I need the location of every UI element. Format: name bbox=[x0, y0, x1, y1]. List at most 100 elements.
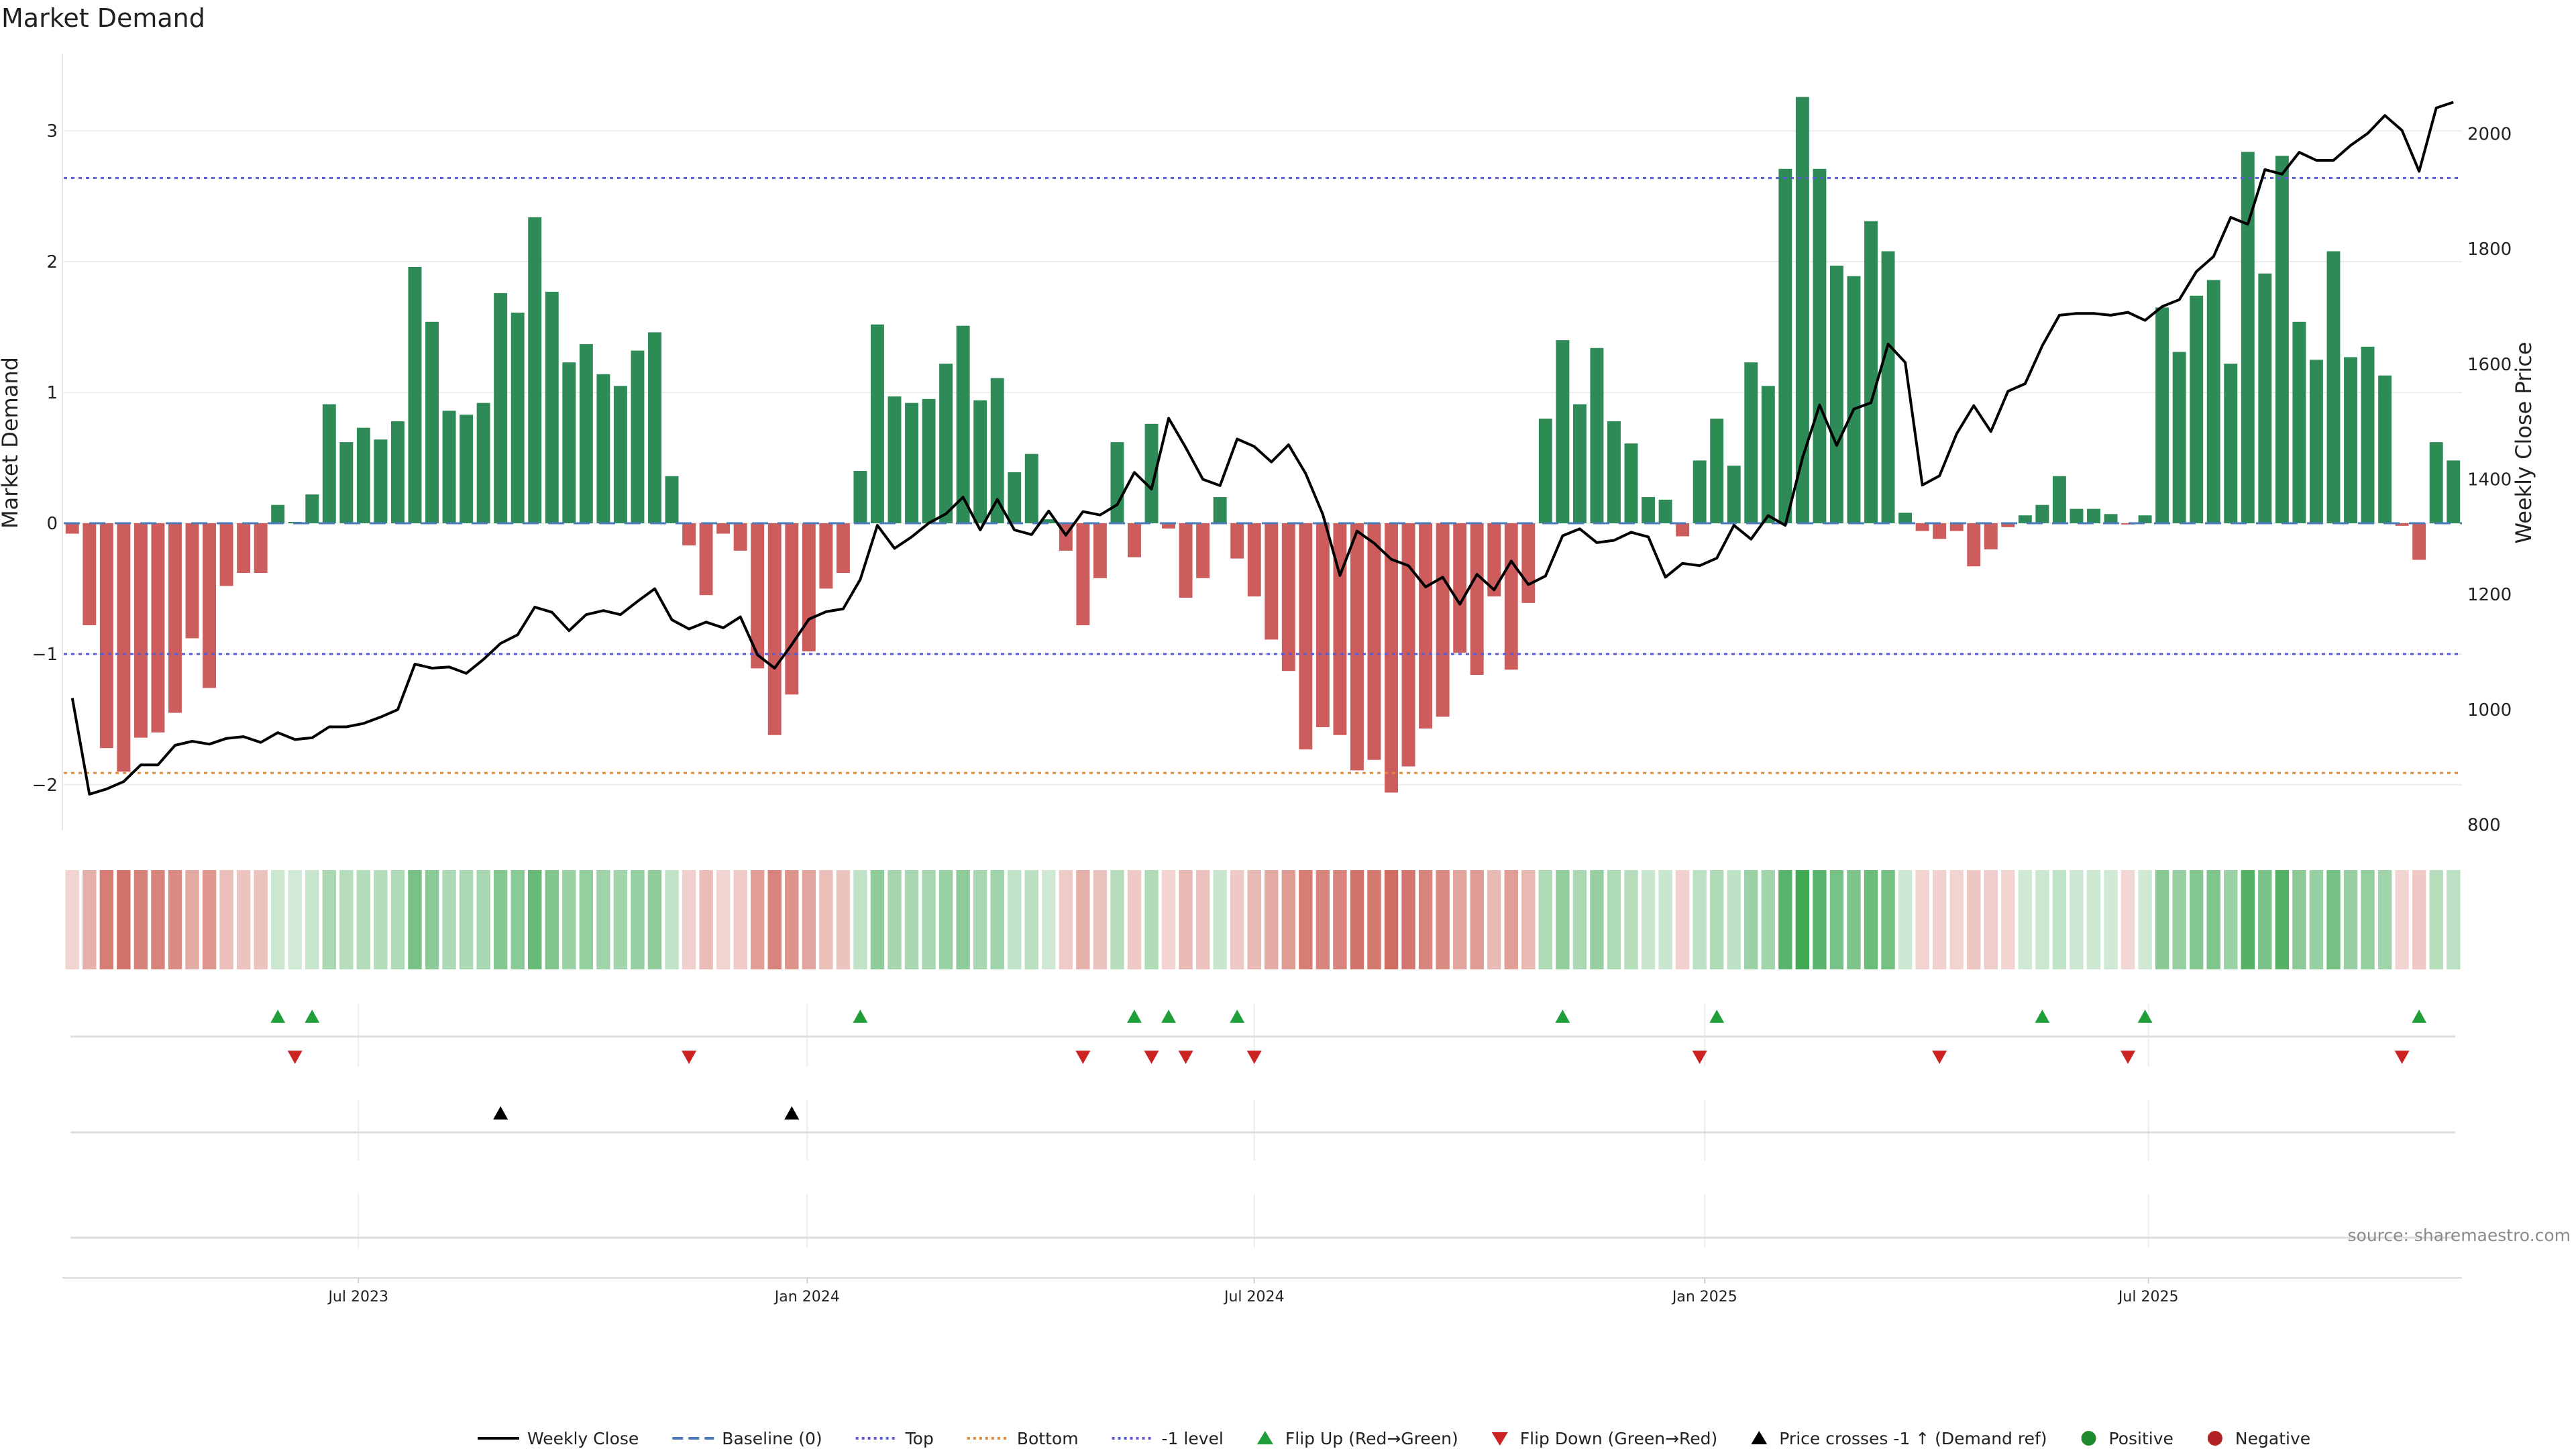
heat-cell bbox=[1967, 870, 1981, 969]
flip-down-marker bbox=[1075, 1051, 1091, 1064]
demand-bar bbox=[905, 402, 918, 523]
heat-cell bbox=[767, 870, 782, 969]
demand-bar bbox=[562, 362, 576, 523]
demand-bar bbox=[682, 523, 696, 546]
demand-bar bbox=[494, 292, 508, 523]
legend-item: Bottom bbox=[967, 1429, 1079, 1448]
heat-cell bbox=[1161, 870, 1176, 969]
demand-bar bbox=[956, 325, 970, 523]
flip-up-marker bbox=[305, 1010, 320, 1023]
heat-cell bbox=[2224, 870, 2238, 969]
demand-bar bbox=[2361, 346, 2375, 523]
date-tick-label: Jul 2025 bbox=[2117, 1289, 2179, 1305]
demand-bar bbox=[716, 523, 731, 534]
demand-bar bbox=[1949, 523, 1964, 531]
demand-bar bbox=[1008, 472, 1022, 523]
demand-bar bbox=[2292, 321, 2306, 523]
chart-title: Market Demand bbox=[1, 3, 205, 33]
demand-bar bbox=[2447, 460, 2461, 523]
demand-bar bbox=[1401, 523, 1415, 767]
y-tick-label: 0 bbox=[46, 514, 58, 534]
heat-cell bbox=[1127, 870, 1142, 969]
demand-bar bbox=[168, 523, 182, 713]
demand-bar bbox=[1521, 523, 1536, 603]
heat-cell bbox=[1556, 870, 1570, 969]
event-markers bbox=[70, 1004, 2455, 1248]
legend-item: Negative bbox=[2207, 1429, 2310, 1448]
demand-bar bbox=[1538, 419, 1552, 523]
heat-cell bbox=[836, 870, 851, 969]
heat-cell bbox=[1795, 870, 1810, 969]
demand-bar bbox=[2001, 523, 2015, 527]
demand-bar bbox=[767, 523, 782, 735]
heat-cell bbox=[1076, 870, 1090, 969]
legend-swatch bbox=[1751, 1431, 1768, 1444]
heat-cell bbox=[1367, 870, 1381, 969]
demand-bar bbox=[1110, 442, 1124, 523]
demand-bar bbox=[219, 523, 233, 586]
flip-up-marker bbox=[1161, 1010, 1177, 1023]
demand-bar bbox=[2395, 523, 2409, 526]
heat-cell bbox=[1418, 870, 1433, 969]
flip-down-marker bbox=[1932, 1051, 1947, 1064]
heat-cell bbox=[2206, 870, 2220, 969]
heat-cell bbox=[219, 870, 233, 969]
heat-cell bbox=[425, 870, 439, 969]
y2-tick-label: 1600 bbox=[2467, 355, 2512, 375]
demand-bar bbox=[1504, 523, 1518, 670]
demand-bar bbox=[2121, 523, 2135, 525]
legend: Weekly Close Baseline (0) Top Bottom -1 leve… bbox=[478, 1429, 2310, 1448]
heat-cell bbox=[1179, 870, 1193, 969]
demand-bar bbox=[2309, 360, 2323, 523]
demand-bar bbox=[2035, 504, 2049, 523]
heat-cell bbox=[1590, 870, 1604, 969]
heat-cell bbox=[2361, 870, 2375, 969]
flip-up-marker bbox=[1126, 1010, 1142, 1023]
demand-bar bbox=[1795, 97, 1809, 523]
legend-label: Flip Down (Green→Red) bbox=[1520, 1429, 1718, 1448]
demand-bar bbox=[785, 523, 799, 695]
heat-cell bbox=[1316, 870, 1330, 969]
demand-bar bbox=[973, 400, 987, 523]
price-cross-marker bbox=[493, 1106, 508, 1120]
date-tick-label: Jan 2025 bbox=[1671, 1289, 1737, 1305]
legend-swatch bbox=[2081, 1431, 2096, 1446]
heat-cell bbox=[562, 870, 576, 969]
demand-bar bbox=[853, 470, 867, 523]
heat-cell bbox=[1401, 870, 1415, 969]
demand-bar bbox=[1829, 265, 1843, 523]
demand-bar bbox=[1350, 523, 1364, 771]
legend-item: Price crosses -1 ↑ (Demand ref) bbox=[1751, 1429, 2047, 1448]
heat-cell bbox=[493, 870, 508, 969]
demand-bar bbox=[1436, 523, 1450, 717]
heat-cell bbox=[1504, 870, 1518, 969]
heat-cell bbox=[631, 870, 645, 969]
heat-cell bbox=[1727, 870, 1741, 969]
y-axis-label: Market Demand bbox=[0, 357, 23, 529]
source-note: source: sharemaestro.com bbox=[2348, 1226, 2571, 1245]
demand-bar bbox=[870, 324, 884, 523]
heat-cell bbox=[1641, 870, 1656, 969]
demand-bar bbox=[83, 523, 97, 625]
demand-bar bbox=[271, 504, 285, 523]
legend-item: Weekly Close bbox=[478, 1429, 639, 1448]
heat-cell bbox=[2275, 870, 2290, 969]
flip-down-marker bbox=[1246, 1051, 1262, 1064]
flip-up-marker bbox=[270, 1010, 286, 1023]
heat-cell bbox=[202, 870, 217, 969]
demand-bar bbox=[1676, 523, 1690, 537]
heat-cell bbox=[1761, 870, 1776, 969]
heat-cell bbox=[1024, 870, 1038, 969]
demand-bar bbox=[1933, 523, 1947, 539]
flip-up-marker bbox=[853, 1010, 868, 1023]
flip-down-marker bbox=[1144, 1051, 1159, 1064]
legend-swatch bbox=[1256, 1431, 1273, 1444]
demand-bar bbox=[613, 386, 627, 523]
heat-cell bbox=[819, 870, 833, 969]
heat-cell bbox=[1915, 870, 1929, 969]
demand-bar bbox=[596, 374, 610, 523]
legend-item: Flip Up (Red→Green) bbox=[1256, 1429, 1458, 1448]
demand-bar bbox=[2206, 280, 2220, 523]
demand-bar bbox=[2052, 476, 2066, 523]
heat-cell bbox=[1538, 870, 1553, 969]
